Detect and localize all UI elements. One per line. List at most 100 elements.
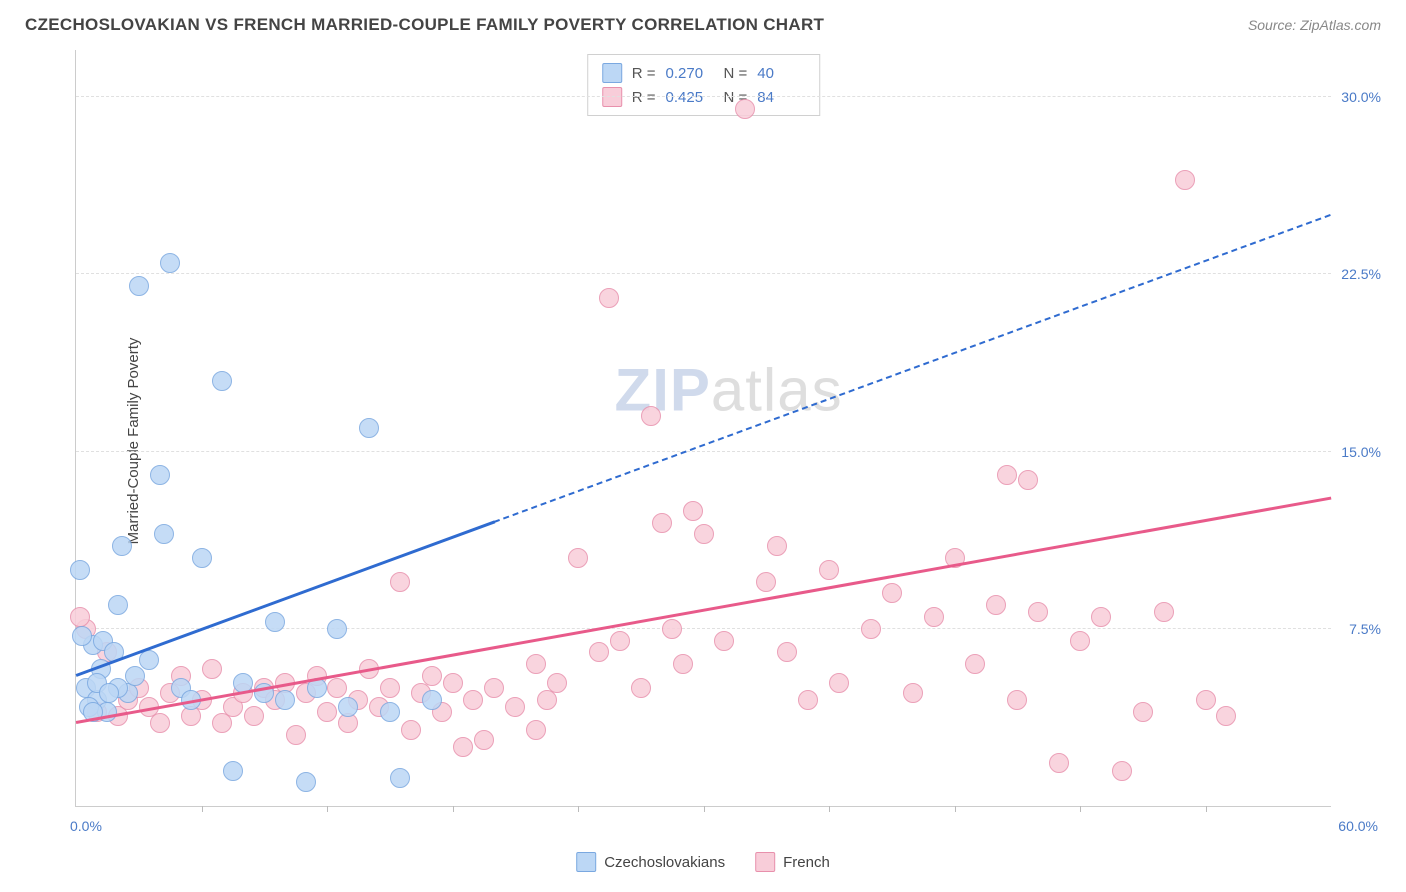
data-point (99, 683, 119, 703)
data-point (422, 666, 442, 686)
data-point (1133, 702, 1153, 722)
data-point (683, 501, 703, 521)
data-point (641, 406, 661, 426)
watermark-atlas: atlas (711, 357, 843, 424)
data-point (453, 737, 473, 757)
y-tick-label: 22.5% (1341, 266, 1381, 282)
data-point (484, 678, 504, 698)
x-max-label: 60.0% (1338, 818, 1378, 834)
legend-item-czech: Czechoslovakians (576, 852, 725, 872)
data-point (70, 607, 90, 627)
x-tick (829, 806, 830, 812)
x-tick (327, 806, 328, 812)
data-point (463, 690, 483, 710)
data-point (986, 595, 1006, 615)
data-point (924, 607, 944, 627)
x-tick (1080, 806, 1081, 812)
stats-row-czech: R = 0.270 N = 40 (602, 61, 806, 85)
data-point (474, 730, 494, 750)
legend-item-french: French (755, 852, 830, 872)
data-point (223, 761, 243, 781)
data-point (882, 583, 902, 603)
data-point (673, 654, 693, 674)
data-point (652, 513, 672, 533)
data-point (401, 720, 421, 740)
data-point (610, 631, 630, 651)
gridline (76, 451, 1331, 452)
data-point (192, 548, 212, 568)
plot-area: ZIPatlas R = 0.270 N = 40 R = 0.425 N = … (75, 50, 1331, 807)
data-point (819, 560, 839, 580)
data-point (275, 690, 295, 710)
data-point (72, 626, 92, 646)
data-point (244, 706, 264, 726)
chart-container: Married-Couple Family Poverty ZIPatlas R… (50, 50, 1386, 832)
data-point (327, 678, 347, 698)
stats-legend: R = 0.270 N = 40 R = 0.425 N = 84 (587, 54, 821, 116)
n-value-czech: 40 (757, 65, 805, 82)
data-point (1007, 690, 1027, 710)
data-point (662, 619, 682, 639)
x-tick (1206, 806, 1207, 812)
data-point (1018, 470, 1038, 490)
data-point (1049, 753, 1069, 773)
data-point (1175, 170, 1195, 190)
gridline (76, 628, 1331, 629)
data-point (777, 642, 797, 662)
swatch-czech (602, 63, 622, 83)
data-point (829, 673, 849, 693)
data-point (735, 99, 755, 119)
data-point (443, 673, 463, 693)
gridline (76, 96, 1331, 97)
data-point (631, 678, 651, 698)
data-point (1028, 602, 1048, 622)
data-point (150, 713, 170, 733)
data-point (589, 642, 609, 662)
legend-label-czech: Czechoslovakians (604, 854, 725, 871)
data-point (756, 572, 776, 592)
data-point (798, 690, 818, 710)
data-point (129, 276, 149, 296)
data-point (568, 548, 588, 568)
data-point (505, 697, 525, 717)
gridline (76, 273, 1331, 274)
data-point (286, 725, 306, 745)
data-point (903, 683, 923, 703)
data-point (1196, 690, 1216, 710)
data-point (526, 654, 546, 674)
data-point (694, 524, 714, 544)
data-point (422, 690, 442, 710)
data-point (202, 659, 222, 679)
data-point (108, 595, 128, 615)
legend-label-french: French (783, 854, 830, 871)
data-point (265, 612, 285, 632)
data-point (139, 650, 159, 670)
data-point (599, 288, 619, 308)
data-point (526, 720, 546, 740)
data-point (212, 371, 232, 391)
data-point (150, 465, 170, 485)
trend-line-dashed (494, 213, 1331, 522)
swatch-french (755, 852, 775, 872)
watermark-zip: ZIP (615, 357, 711, 424)
x-min-label: 0.0% (70, 818, 102, 834)
data-point (125, 666, 145, 686)
data-point (70, 560, 90, 580)
source-label: Source: ZipAtlas.com (1248, 17, 1381, 33)
trend-line (76, 520, 495, 676)
data-point (1091, 607, 1111, 627)
data-point (160, 253, 180, 273)
r-value-czech: 0.270 (666, 65, 714, 82)
data-point (380, 702, 400, 722)
data-point (390, 572, 410, 592)
data-point (380, 678, 400, 698)
data-point (296, 772, 316, 792)
x-tick (955, 806, 956, 812)
data-point (154, 524, 174, 544)
y-tick-label: 15.0% (1341, 444, 1381, 460)
data-point (714, 631, 734, 651)
data-point (547, 673, 567, 693)
data-point (338, 697, 358, 717)
data-point (317, 702, 337, 722)
data-point (390, 768, 410, 788)
